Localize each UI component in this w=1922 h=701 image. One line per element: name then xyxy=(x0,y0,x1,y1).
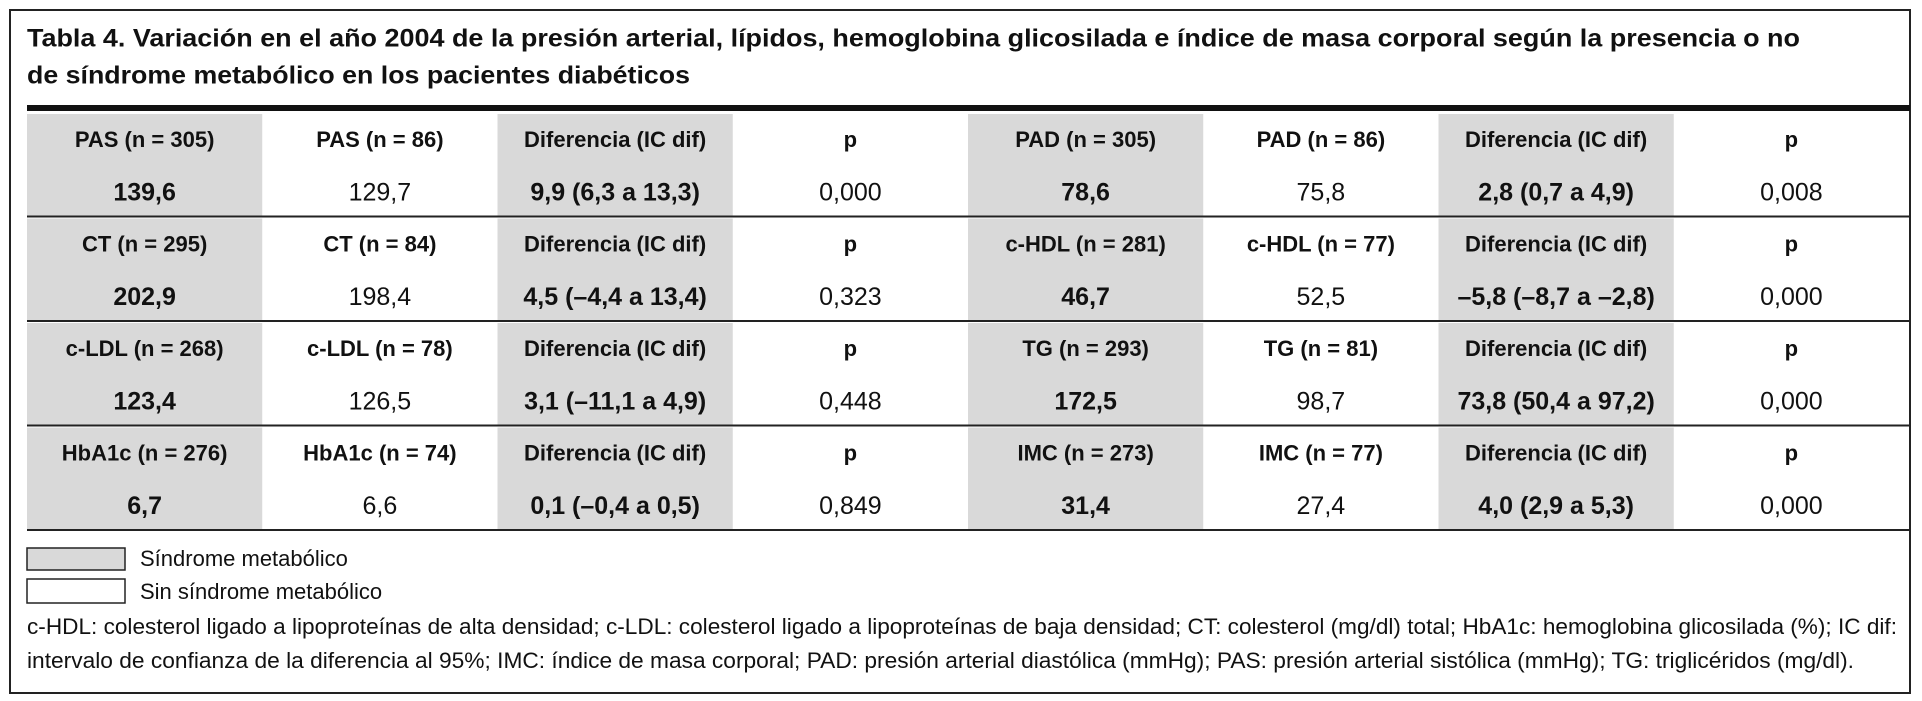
title-line: de síndrome metabólico en los pacientes … xyxy=(27,62,690,90)
column-header: PAS (n = 305) xyxy=(75,127,215,152)
column-header: TG (n = 293) xyxy=(1022,336,1149,361)
cell-value: 0,000 xyxy=(1760,492,1823,520)
column-header: p xyxy=(1785,336,1798,361)
legend-swatch xyxy=(26,547,126,571)
cell-value: 0,008 xyxy=(1760,179,1823,207)
shaded-cell xyxy=(497,218,733,320)
cell-value: 52,5 xyxy=(1297,283,1346,311)
column-header: p xyxy=(844,231,857,256)
legend-label: Síndrome metabólico xyxy=(140,546,348,571)
shaded-cell xyxy=(27,114,263,216)
shaded-cell xyxy=(497,114,733,216)
shaded-cell xyxy=(968,427,1204,529)
cell-value: 75,8 xyxy=(1297,179,1346,207)
column-header: c-HDL (n = 77) xyxy=(1247,231,1395,256)
cell-value: 0,448 xyxy=(819,388,882,416)
column-header: HbA1c (n = 276) xyxy=(62,440,228,465)
cell-value: 98,7 xyxy=(1297,388,1346,416)
legend-swatch xyxy=(26,578,126,604)
cell-value: 6,6 xyxy=(362,492,397,520)
column-header: TG (n = 81) xyxy=(1264,336,1378,361)
legend-label: Sin síndrome metabólico xyxy=(140,579,382,604)
column-header: c-LDL (n = 268) xyxy=(66,336,224,361)
shaded-cell xyxy=(1438,114,1674,216)
column-header: PAS (n = 86) xyxy=(316,127,443,152)
cell-value: –5,8 (–8,7 a –2,8) xyxy=(1457,283,1654,311)
column-header: Diferencia (IC dif) xyxy=(1465,231,1647,256)
cell-value: 172,5 xyxy=(1054,388,1117,416)
shaded-cell xyxy=(1438,218,1674,320)
cell-value: 46,7 xyxy=(1061,283,1110,311)
column-header: PAD (n = 86) xyxy=(1257,127,1386,152)
cell-value: 2,8 (0,7 a 4,9) xyxy=(1478,179,1634,207)
cell-value: 9,9 (6,3 a 13,3) xyxy=(530,179,700,207)
shaded-cell xyxy=(497,323,733,425)
cell-value: 73,8 (50,4 a 97,2) xyxy=(1457,388,1654,416)
column-header: Diferencia (IC dif) xyxy=(1465,336,1647,361)
cell-value: 0,000 xyxy=(1760,283,1823,311)
cell-value: 0,323 xyxy=(819,283,882,311)
column-header: Diferencia (IC dif) xyxy=(524,231,706,256)
shaded-cell xyxy=(968,323,1204,425)
column-header: p xyxy=(844,127,857,152)
title-line: Tabla 4. Variación en el año 2004 de la … xyxy=(27,25,1800,53)
column-header: IMC (n = 77) xyxy=(1259,440,1383,465)
cell-value: 0,000 xyxy=(1760,388,1823,416)
cell-value: 3,1 (–11,1 a 4,9) xyxy=(524,388,706,416)
cell-value: 139,6 xyxy=(113,179,176,207)
column-header: Diferencia (IC dif) xyxy=(1465,127,1647,152)
cell-value: 4,5 (–4,4 a 13,4) xyxy=(523,283,706,311)
column-header: HbA1c (n = 74) xyxy=(303,440,456,465)
cell-value: 78,6 xyxy=(1061,179,1110,207)
column-header: p xyxy=(1785,231,1798,256)
cell-value: 198,4 xyxy=(349,283,412,311)
shaded-cell xyxy=(968,218,1204,320)
shaded-cell xyxy=(27,323,263,425)
shaded-cell xyxy=(27,427,263,529)
column-header: p xyxy=(1785,127,1798,152)
cell-value: 0,849 xyxy=(819,492,882,520)
column-header: Diferencia (IC dif) xyxy=(524,127,706,152)
cell-value: 6,7 xyxy=(127,492,162,520)
cell-value: 123,4 xyxy=(113,388,176,416)
shaded-cell xyxy=(1438,427,1674,529)
shaded-cell xyxy=(968,114,1204,216)
column-header: CT (n = 84) xyxy=(323,231,436,256)
footnote: c-HDL: colesterol ligado a lipoproteínas… xyxy=(27,614,1897,639)
cell-value: 4,0 (2,9 a 5,3) xyxy=(1478,492,1634,520)
column-header: p xyxy=(844,440,857,465)
column-header: CT (n = 295) xyxy=(82,231,207,256)
cell-value: 0,000 xyxy=(819,179,882,207)
cell-value: 0,1 (–0,4 a 0,5) xyxy=(530,492,700,520)
cell-value: 202,9 xyxy=(113,283,176,311)
column-header: p xyxy=(844,336,857,361)
column-header: c-HDL (n = 281) xyxy=(1005,231,1165,256)
column-header: IMC (n = 273) xyxy=(1017,440,1153,465)
cell-value: 129,7 xyxy=(349,179,412,207)
cell-value: 27,4 xyxy=(1297,492,1346,520)
shaded-cell xyxy=(497,427,733,529)
column-header: p xyxy=(1785,440,1798,465)
column-header: Diferencia (IC dif) xyxy=(524,336,706,361)
column-header: PAD (n = 305) xyxy=(1015,127,1156,152)
shaded-cell xyxy=(1438,323,1674,425)
shaded-cell xyxy=(27,218,263,320)
column-header: c-LDL (n = 78) xyxy=(307,336,453,361)
cell-value: 31,4 xyxy=(1061,492,1110,520)
column-header: Diferencia (IC dif) xyxy=(1465,440,1647,465)
frame xyxy=(9,9,1911,694)
cell-value: 126,5 xyxy=(349,388,412,416)
column-header: Diferencia (IC dif) xyxy=(524,440,706,465)
footnote: intervalo de confianza de la diferencia … xyxy=(27,648,1854,673)
top-rule xyxy=(27,105,1910,111)
